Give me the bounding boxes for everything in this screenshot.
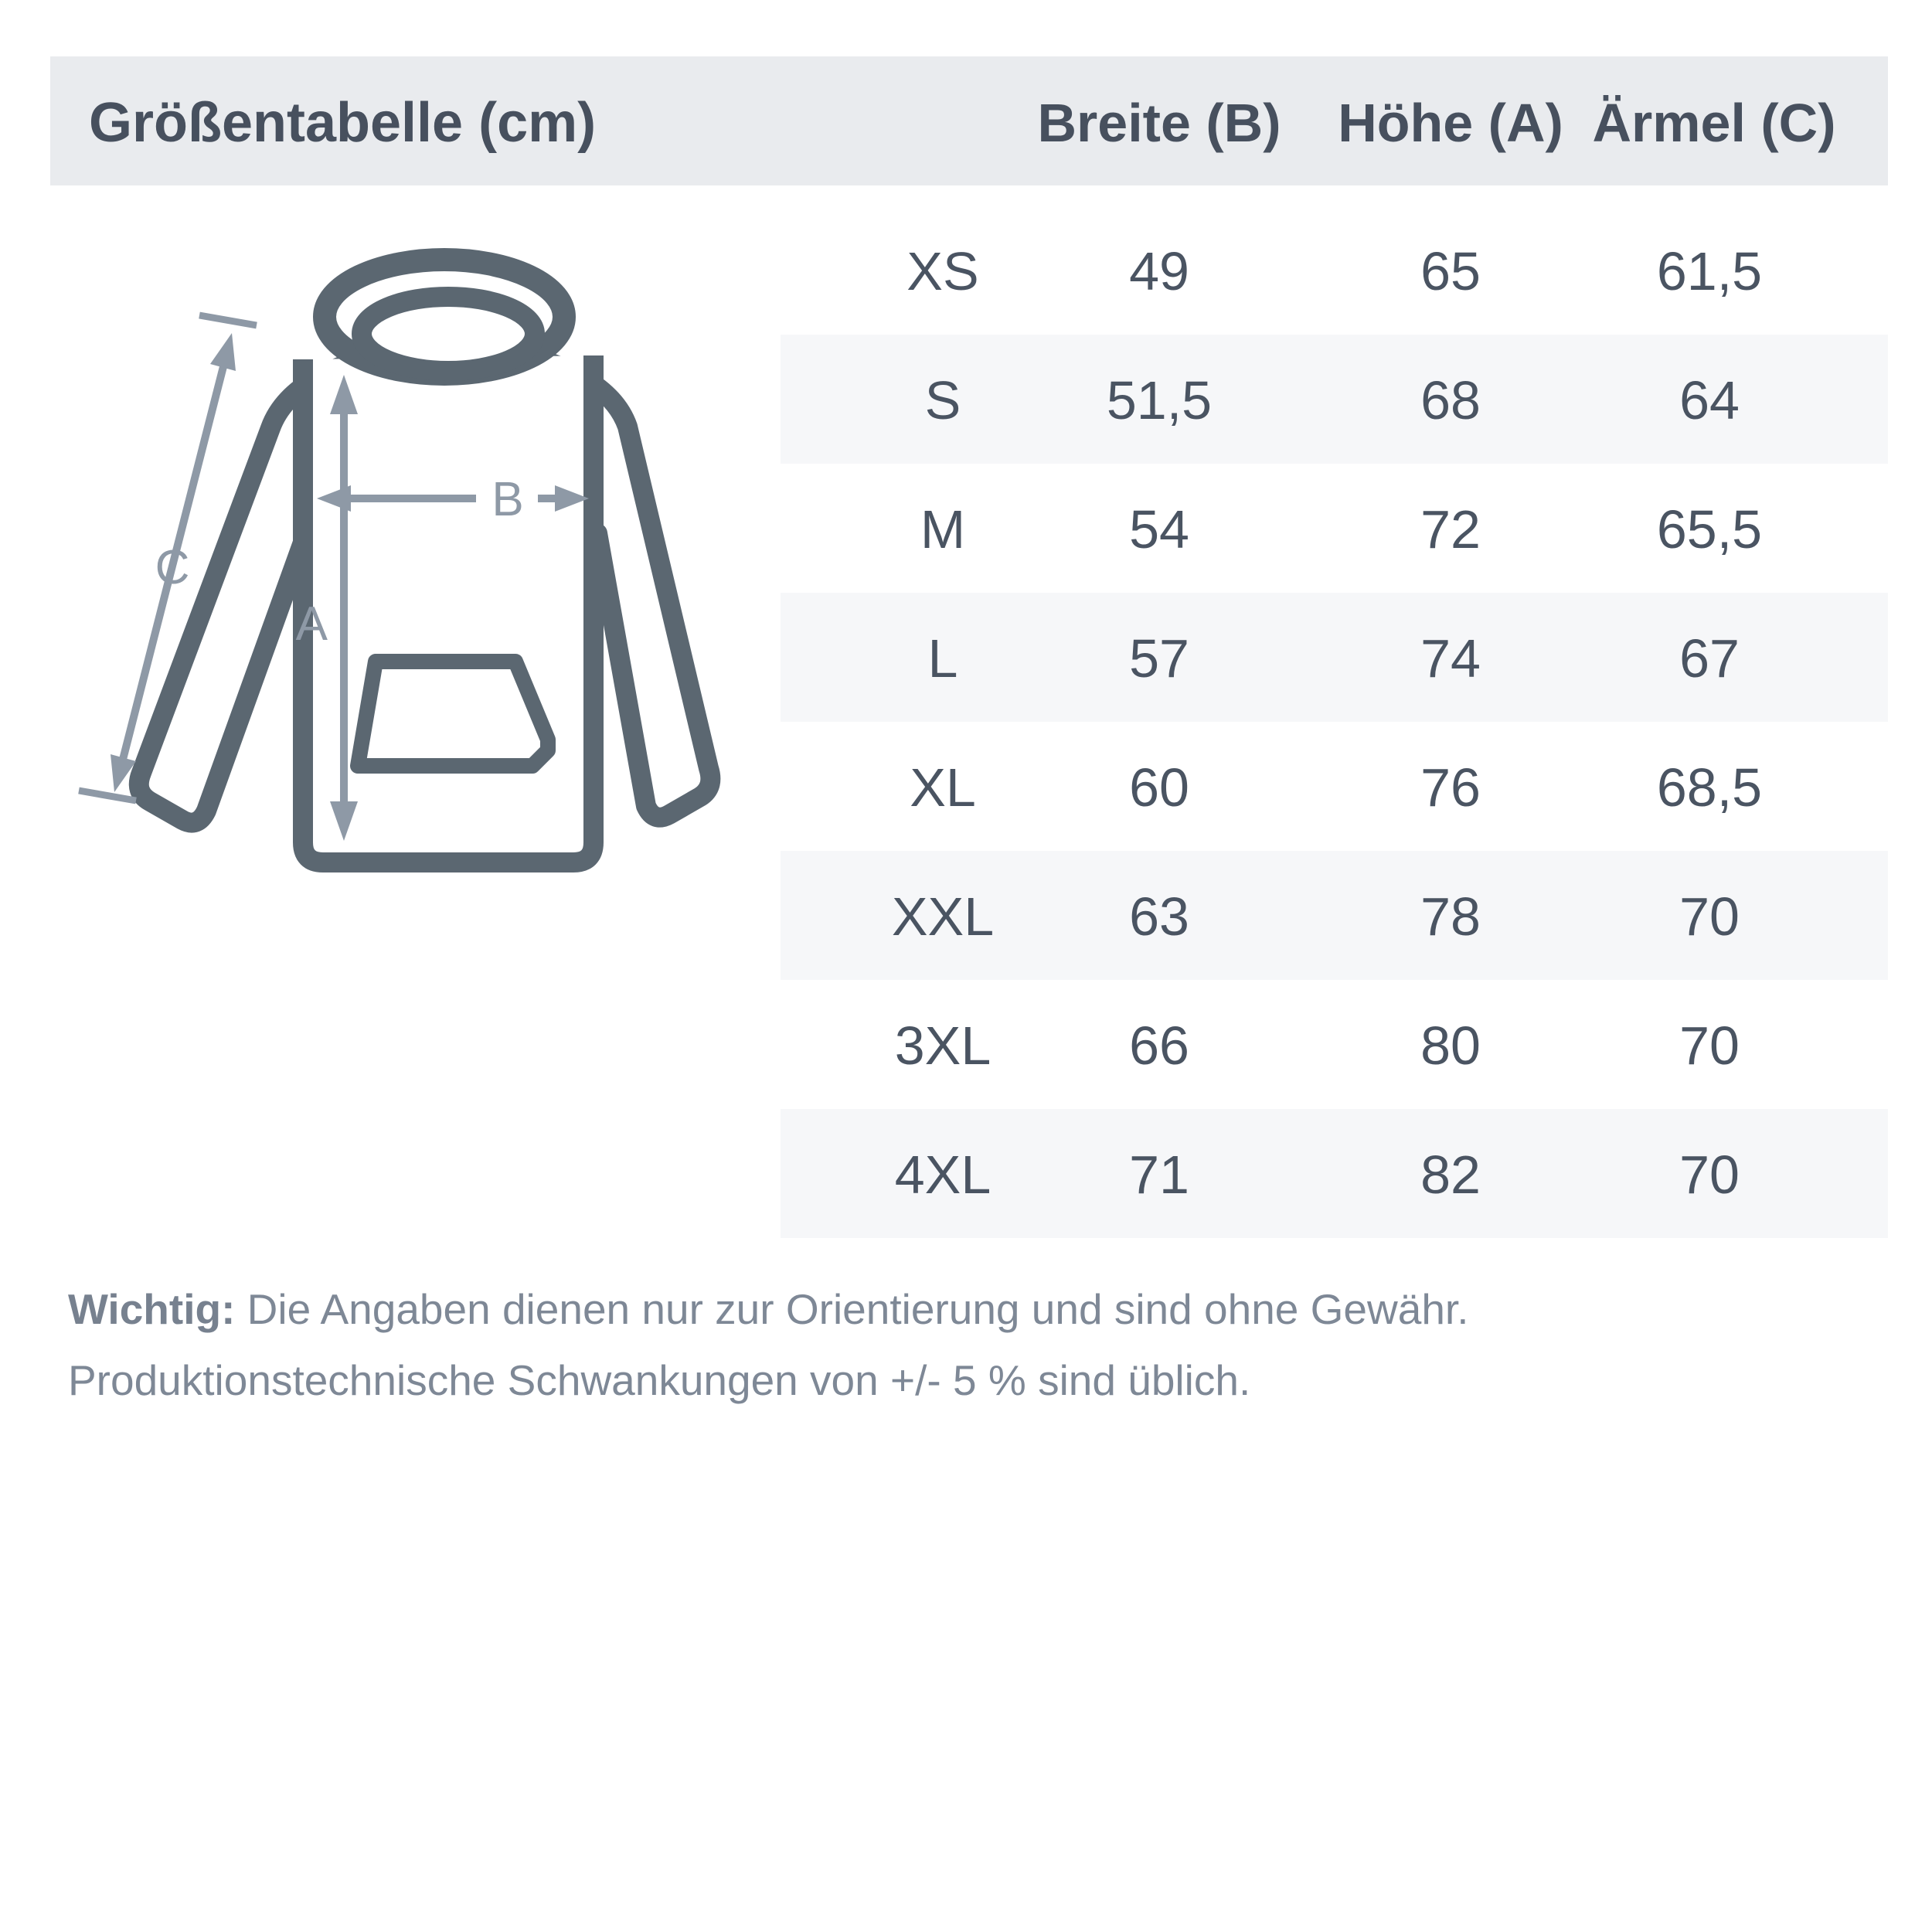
breite-value: 54: [1129, 499, 1189, 560]
size-table: XS 49 65 61,5 S 51,5 68 64 M 54 72 65,5 …: [781, 206, 1888, 1238]
aermel-value: 67: [1679, 628, 1740, 689]
page-title: Größentabelle (cm): [89, 92, 597, 154]
aermel-value: 64: [1679, 370, 1740, 430]
size-label: S: [924, 370, 961, 430]
breite-value: 71: [1129, 1145, 1189, 1205]
size-label: L: [927, 628, 958, 689]
breite-value: 51,5: [1106, 370, 1213, 430]
column-header-aermel: Ärmel (C): [1592, 93, 1836, 153]
breite-value: 49: [1129, 241, 1189, 301]
aermel-value: 68,5: [1656, 757, 1763, 818]
dimension-label-b: B: [492, 473, 523, 526]
table-row-s: S 51,5 68 64: [781, 335, 1888, 464]
table-row-m: M 54 72 65,5: [781, 464, 1888, 593]
aermel-value: 70: [1679, 886, 1740, 947]
hoodie-measurement-diagram: A B C: [78, 248, 721, 872]
column-header-hoehe: Höhe (A): [1338, 93, 1563, 153]
size-label: XXL: [891, 886, 995, 947]
hoehe-value: 65: [1420, 241, 1481, 301]
breite-value: 66: [1129, 1015, 1189, 1076]
size-label: M: [920, 499, 966, 560]
table-row-xl: XL 60 76 68,5: [781, 722, 1888, 851]
hoehe-value: 72: [1420, 499, 1481, 560]
table-row-xxl: XXL 63 78 70: [781, 851, 1888, 980]
table-row-4xl: 4XL 71 82 70: [781, 1109, 1888, 1238]
table-row-xs: XS 49 65 61,5: [781, 206, 1888, 335]
size-label: XL: [910, 757, 976, 818]
disclaimer-line1: Die Angaben dienen nur zur Orientierung …: [235, 1285, 1469, 1333]
breite-value: 63: [1129, 886, 1189, 947]
aermel-value: 70: [1679, 1145, 1740, 1205]
dimension-label-a: A: [296, 597, 328, 651]
breite-value: 60: [1129, 757, 1189, 818]
hoehe-value: 74: [1420, 628, 1481, 689]
hoehe-value: 78: [1420, 886, 1481, 947]
dimension-arrow-c: C: [78, 311, 257, 804]
hood-inner-ring: [352, 287, 545, 381]
size-label: 4XL: [894, 1145, 992, 1205]
column-header-breite: Breite (B): [1037, 93, 1281, 153]
disclaimer-bold-label: Wichtig:: [68, 1285, 236, 1333]
disclaimer-note: Wichtig: Die Angaben dienen nur zur Orie…: [68, 1274, 1791, 1416]
hoodie-pocket: [350, 654, 556, 774]
dimension-arrow-a: A: [296, 375, 358, 841]
size-label: 3XL: [894, 1015, 992, 1076]
aermel-value: 65,5: [1656, 499, 1763, 560]
aermel-value: 61,5: [1656, 241, 1763, 301]
hoehe-value: 76: [1420, 757, 1481, 818]
size-label: XS: [906, 241, 979, 301]
hoehe-value: 82: [1420, 1145, 1481, 1205]
table-row-3xl: 3XL 66 80 70: [781, 980, 1888, 1109]
dimension-arrow-b: B: [317, 473, 589, 526]
table-header: Größentabelle (cm) Breite (B) Höhe (A) Ä…: [50, 56, 1888, 185]
hoehe-value: 68: [1420, 370, 1481, 430]
table-row-l: L 57 74 67: [781, 593, 1888, 722]
disclaimer-line2: Produktionstechnische Schwankungen von +…: [68, 1356, 1251, 1404]
hoehe-value: 80: [1420, 1015, 1481, 1076]
breite-value: 57: [1129, 628, 1189, 689]
dimension-label-c: C: [155, 541, 190, 594]
aermel-value: 70: [1679, 1015, 1740, 1076]
